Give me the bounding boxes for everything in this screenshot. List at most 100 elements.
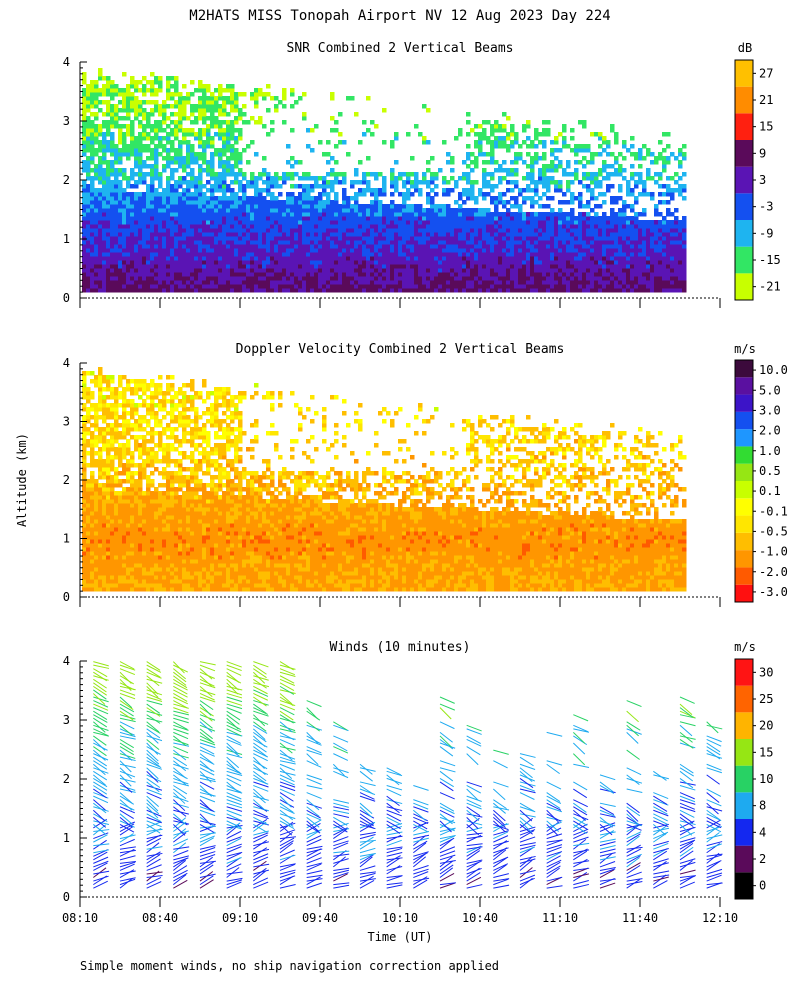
heatmap-cell <box>346 252 351 257</box>
heatmap-cell <box>306 228 311 233</box>
heatmap-cell <box>638 224 643 229</box>
heatmap-cell <box>210 200 215 205</box>
heatmap-cell <box>190 180 195 185</box>
heatmap-cell <box>554 280 559 285</box>
heatmap-cell <box>222 276 227 281</box>
heatmap-cell <box>174 228 179 233</box>
heatmap-cell <box>542 180 547 185</box>
heatmap-cell <box>314 220 319 225</box>
heatmap-cell <box>390 208 395 213</box>
heatmap-cell <box>514 184 519 189</box>
heatmap-cell <box>494 128 499 133</box>
heatmap-cell <box>190 276 195 281</box>
heatmap-cell <box>666 232 671 237</box>
heatmap-cell <box>158 204 163 209</box>
heatmap-cell <box>198 268 203 273</box>
heatmap-cell <box>138 248 143 253</box>
heatmap-cell <box>238 184 243 189</box>
heatmap-cell <box>170 224 175 229</box>
heatmap-cell <box>494 244 499 249</box>
heatmap-cell <box>498 180 503 185</box>
heatmap-cell <box>314 180 319 185</box>
heatmap-cell <box>98 180 103 185</box>
heatmap-cell <box>482 232 487 237</box>
heatmap-cell <box>506 236 511 241</box>
heatmap-cell <box>322 244 327 249</box>
heatmap-cell <box>426 248 431 253</box>
heatmap-cell <box>598 220 603 225</box>
heatmap-cell <box>286 260 291 265</box>
heatmap-cell <box>190 92 195 97</box>
heatmap-cell <box>650 288 655 293</box>
heatmap-cell <box>278 244 283 249</box>
heatmap-cell <box>98 140 103 145</box>
heatmap-cell <box>598 276 603 281</box>
heatmap-cell <box>150 72 155 77</box>
heatmap-cell <box>326 256 331 261</box>
heatmap-cell <box>94 244 99 249</box>
heatmap-cell <box>150 280 155 285</box>
heatmap-cell <box>238 232 243 237</box>
heatmap-cell <box>162 236 167 241</box>
heatmap-cell <box>482 264 487 269</box>
heatmap-cell <box>110 256 115 261</box>
heatmap-cell <box>614 244 619 249</box>
heatmap-cell <box>218 260 223 265</box>
heatmap-cell <box>538 212 543 217</box>
heatmap-cell <box>82 252 87 257</box>
heatmap-cell <box>358 256 363 261</box>
heatmap-cell <box>314 256 319 261</box>
heatmap-cell <box>482 160 487 165</box>
heatmap-cell <box>130 76 135 81</box>
heatmap-cell <box>158 288 163 293</box>
heatmap-cell <box>194 116 199 121</box>
heatmap-cell <box>366 156 371 161</box>
heatmap-cell <box>98 172 103 177</box>
heatmap-cell <box>118 116 123 121</box>
heatmap-cell <box>106 284 111 289</box>
heatmap-cell <box>214 228 219 233</box>
heatmap-cell <box>590 288 595 293</box>
heatmap-cell <box>222 232 227 237</box>
heatmap-cell <box>662 288 667 293</box>
heatmap-cell <box>198 172 203 177</box>
heatmap-cell <box>502 256 507 261</box>
heatmap-cell <box>366 216 371 221</box>
heatmap-cell <box>94 288 99 293</box>
heatmap-cell <box>474 256 479 261</box>
heatmap-cell <box>378 288 383 293</box>
heatmap-cell <box>230 256 235 261</box>
heatmap-cell <box>402 192 407 197</box>
heatmap-cell <box>682 276 687 281</box>
heatmap-cell <box>562 284 567 289</box>
heatmap-cell <box>538 276 543 281</box>
heatmap-cell <box>526 188 531 193</box>
heatmap-cell <box>430 188 435 193</box>
heatmap-cell <box>490 172 495 177</box>
heatmap-cell <box>586 224 591 229</box>
heatmap-cell <box>478 188 483 193</box>
heatmap-cell <box>106 192 111 197</box>
heatmap-cell <box>642 224 647 229</box>
heatmap-cell <box>486 260 491 265</box>
heatmap-cell <box>486 264 491 269</box>
heatmap-cell <box>86 288 91 293</box>
heatmap-cell <box>154 132 159 137</box>
heatmap-cell <box>198 156 203 161</box>
heatmap-cell <box>254 88 259 93</box>
heatmap-cell <box>522 176 527 181</box>
heatmap-cell <box>198 284 203 289</box>
heatmap-cell <box>214 100 219 105</box>
heatmap-cell <box>614 248 619 253</box>
heatmap-cell <box>166 276 171 281</box>
heatmap-cell <box>206 108 211 113</box>
heatmap-cell <box>386 248 391 253</box>
heatmap-cell <box>194 236 199 241</box>
heatmap-cell <box>658 272 663 277</box>
heatmap-cell <box>410 288 415 293</box>
heatmap-cell <box>502 272 507 277</box>
heatmap-cell <box>530 196 535 201</box>
heatmap-cell <box>478 152 483 157</box>
heatmap-cell <box>382 264 387 269</box>
heatmap-cell <box>122 240 127 245</box>
